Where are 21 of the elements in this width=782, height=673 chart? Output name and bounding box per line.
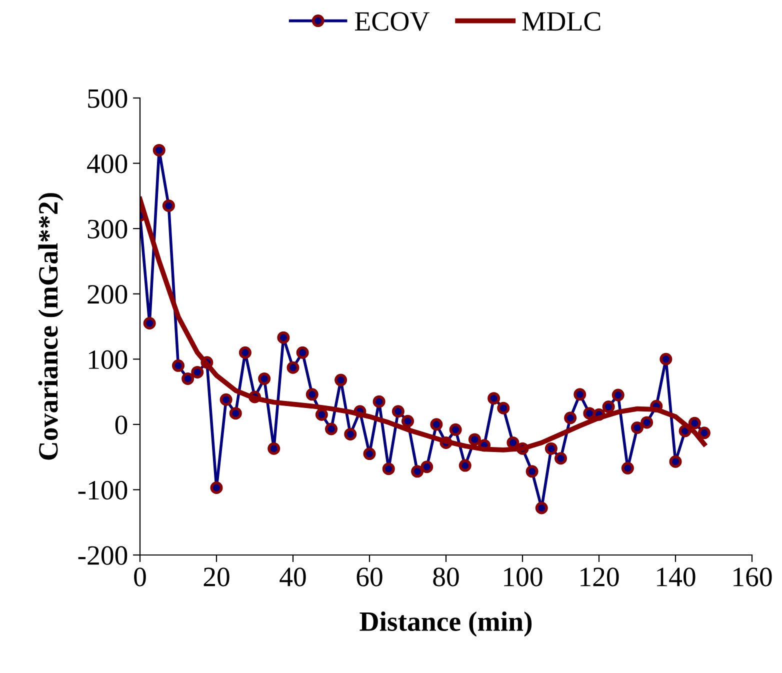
y-tick-label: -100	[78, 480, 128, 500]
y-tick-label: 100	[88, 350, 128, 370]
y-tick-label: 0	[115, 416, 128, 434]
legend-label: MDLC	[522, 12, 600, 31]
y-tick-label: 500	[88, 89, 128, 108]
x-tick-label: 160	[734, 568, 772, 586]
y-tick-label: 200	[88, 285, 128, 304]
y-tick-label: 400	[87, 154, 128, 174]
legend-label: ECOV	[354, 12, 430, 31]
x-tick-label: 80	[433, 568, 459, 586]
x-tick-label: 60	[356, 568, 382, 586]
x-tick-label: 40	[280, 568, 306, 586]
y-axis-title: Covariance (mGal**2)	[38, 193, 64, 460]
x-tick-label: 120	[580, 568, 619, 586]
x-tick-label: 0	[134, 568, 146, 586]
x-tick-label: 140	[657, 568, 696, 586]
x-axis-title: Distance (min)	[360, 611, 532, 637]
x-tick-label: 100	[504, 568, 542, 586]
x-tick-label: 20	[204, 568, 230, 586]
y-tick-label: 300	[88, 220, 128, 238]
y-tick-label: -200	[78, 546, 128, 565]
